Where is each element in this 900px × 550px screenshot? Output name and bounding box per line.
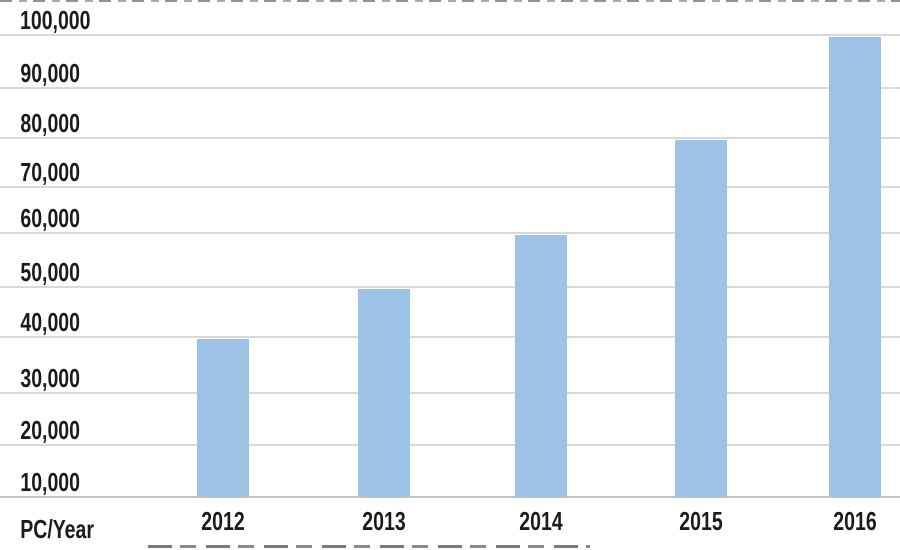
x-axis-label-2015: 2015: [679, 506, 723, 536]
y-axis-tick-label: 70,000: [20, 157, 80, 187]
gridline: [0, 286, 900, 288]
bar-2015: [675, 140, 727, 497]
y-axis-tick-label: 20,000: [20, 415, 80, 445]
y-axis-tick-label: 10,000: [20, 467, 80, 497]
gridline: [0, 186, 900, 188]
bar-2016: [829, 37, 881, 497]
x-axis-label-2014: 2014: [519, 506, 563, 536]
y-axis-unit-label: PC/Year: [20, 514, 94, 544]
gridline: [0, 392, 900, 394]
x-axis-label-2013: 2013: [362, 506, 406, 536]
gridline: [0, 444, 900, 446]
y-axis-tick-label: 50,000: [20, 257, 80, 287]
y-axis-tick-label: 30,000: [20, 363, 80, 393]
bar-2014: [515, 235, 567, 497]
gridline: [0, 232, 900, 234]
cropped-text-remnant-top: [0, 0, 900, 2]
x-axis-label-2016: 2016: [833, 506, 877, 536]
x-axis-label-2012: 2012: [201, 506, 245, 536]
y-axis-tick-label: 60,000: [20, 203, 80, 233]
cropped-text-remnant-bottom: [148, 545, 590, 548]
gridline: [0, 87, 900, 89]
x-axis-line: [0, 496, 900, 498]
y-axis-tick-label: 100,000: [20, 5, 91, 35]
gridline: [0, 336, 900, 338]
bar-2012: [197, 339, 249, 497]
y-axis-tick-label: 80,000: [20, 108, 80, 138]
gridline: [0, 34, 900, 36]
y-axis-tick-label: 90,000: [20, 58, 80, 88]
y-axis-tick-label: 40,000: [20, 307, 80, 337]
bar-2013: [358, 289, 410, 497]
gridline: [0, 137, 900, 139]
